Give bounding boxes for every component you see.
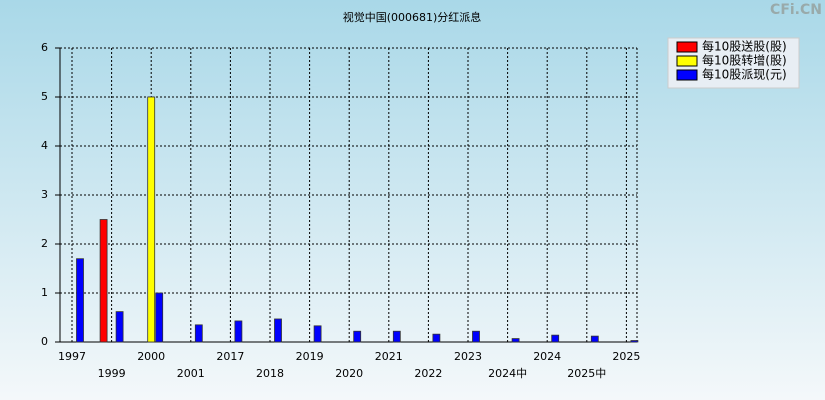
x-tick-label: 2017 <box>216 350 244 363</box>
bar <box>76 258 84 343</box>
bar <box>194 324 203 343</box>
bar <box>99 219 108 343</box>
x-tick-label: 2025 <box>612 350 640 363</box>
bar <box>353 330 362 343</box>
y-tick-label: 4 <box>41 139 48 152</box>
y-tick-label: 0 <box>41 335 48 348</box>
x-tick-label: 1997 <box>58 350 86 363</box>
x-tick-label: 2025中 <box>567 367 606 380</box>
x-tick-label: 2000 <box>137 350 165 363</box>
legend-label: 每10股送股(股) <box>702 39 787 54</box>
bar <box>147 96 156 343</box>
x-tick-label: 2001 <box>177 367 205 380</box>
x-tick-label: 2021 <box>375 350 403 363</box>
bar <box>234 320 243 343</box>
legend-label: 每10股派现(元) <box>702 67 787 82</box>
watermark: CFi.CN <box>770 2 822 18</box>
bar <box>472 330 480 343</box>
y-tick-label: 3 <box>41 188 48 201</box>
bar <box>551 334 560 343</box>
x-tick-label: 2024 <box>533 350 561 363</box>
bar <box>511 338 520 343</box>
bar <box>630 340 639 343</box>
bar <box>313 325 322 343</box>
y-tick-label: 2 <box>41 237 48 250</box>
y-tick-label: 1 <box>41 286 48 299</box>
bar <box>155 292 164 343</box>
y-tick-label: 5 <box>41 90 48 103</box>
legend-label: 每10股转增(股) <box>702 53 787 68</box>
x-tick-label: 2020 <box>335 367 363 380</box>
chart-title: 视觉中国(000681)分红派息 <box>343 10 482 24</box>
x-tick-label: 1999 <box>98 367 126 380</box>
bar <box>115 311 124 343</box>
bar <box>590 335 599 343</box>
bar <box>392 330 401 343</box>
x-tick-label: 2018 <box>256 367 284 380</box>
legend-swatch <box>676 55 698 67</box>
legend-swatch <box>676 41 698 53</box>
x-tick-label: 2023 <box>454 350 482 363</box>
x-tick-label: 2024中 <box>488 367 527 380</box>
x-tick-label: 2019 <box>296 350 324 363</box>
bar <box>274 318 282 343</box>
legend-swatch <box>676 69 698 81</box>
y-tick-label: 6 <box>41 41 48 54</box>
x-tick-label: 2022 <box>414 367 442 380</box>
bar <box>432 333 441 343</box>
